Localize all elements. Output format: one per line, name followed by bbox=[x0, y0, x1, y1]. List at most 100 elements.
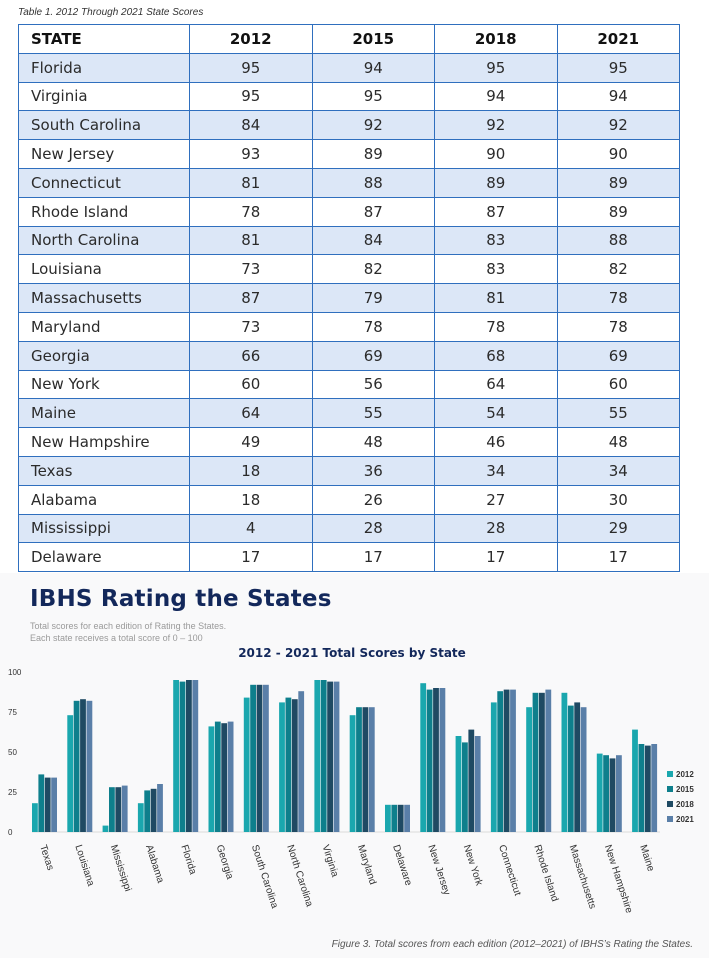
state-name-cell: North Carolina bbox=[18, 225, 190, 256]
score-cell-2018: 87 bbox=[434, 196, 558, 227]
score-cell-2015: 36 bbox=[311, 455, 435, 486]
bar-2015 bbox=[603, 755, 609, 832]
figure-subtitle-line-2: Each state receives a total score of 0 –… bbox=[30, 633, 203, 643]
table-row: Louisiana 73 82 83 82 bbox=[18, 254, 680, 285]
bar-2018 bbox=[468, 729, 475, 832]
table-caption: Table 1. 2012 Through 2021 State Scores bbox=[18, 7, 204, 18]
score-cell-2012: 87 bbox=[189, 283, 313, 313]
bar-2015 bbox=[462, 742, 468, 832]
bar-2021 bbox=[51, 777, 57, 832]
y-tick-label: 75 bbox=[8, 708, 17, 717]
bar-2012 bbox=[632, 729, 638, 832]
table-row: Maryland 73 78 78 78 bbox=[18, 311, 680, 342]
bar-2021 bbox=[439, 688, 446, 832]
bar-2015 bbox=[250, 684, 256, 832]
legend-label-2012: 2012 bbox=[676, 770, 694, 779]
bar-2021 bbox=[510, 689, 516, 832]
table-body: Florida 95 94 95 95 Virginia 95 95 94 94 South Car… bbox=[18, 52, 680, 573]
score-cell-2018: 83 bbox=[434, 254, 558, 285]
score-cell-2012: 73 bbox=[189, 311, 313, 342]
bar-2015 bbox=[320, 680, 327, 832]
bar-2018 bbox=[433, 688, 439, 832]
bar-2012 bbox=[208, 726, 215, 832]
score-cell-2012: 78 bbox=[189, 196, 313, 227]
y-tick-label: 100 bbox=[8, 668, 22, 677]
state-name-cell: South Carolina bbox=[18, 110, 190, 141]
score-cell-2015: 92 bbox=[311, 110, 435, 141]
score-cell-2018: 95 bbox=[434, 52, 558, 83]
score-cell-2015: 88 bbox=[311, 167, 435, 198]
bar-2021 bbox=[192, 680, 199, 832]
score-cell-2012: 81 bbox=[189, 167, 313, 198]
score-cell-2021: 89 bbox=[556, 167, 680, 198]
chart-title: 2012 - 2021 Total Scores by State bbox=[238, 646, 466, 660]
score-cell-2018: 90 bbox=[434, 139, 558, 169]
score-cell-2015: 87 bbox=[311, 196, 435, 227]
bar-2015 bbox=[426, 689, 433, 832]
bar-2012 bbox=[349, 715, 356, 832]
header-state: STATE bbox=[18, 24, 190, 54]
score-cell-2021: 94 bbox=[556, 81, 680, 112]
score-cell-2015: 17 bbox=[311, 542, 435, 573]
x-tick-label: Maryland bbox=[355, 844, 378, 887]
state-name-cell: Texas bbox=[18, 455, 190, 486]
score-cell-2012: 17 bbox=[189, 542, 313, 573]
bar-2015 bbox=[497, 691, 504, 832]
state-name-cell: Florida bbox=[18, 52, 190, 83]
bar-2015 bbox=[144, 790, 151, 832]
x-tick-label: Maine bbox=[637, 844, 656, 874]
score-cell-2015: 94 bbox=[311, 52, 435, 83]
bar-2018 bbox=[150, 788, 157, 832]
table-row: Connecticut 81 88 89 89 bbox=[18, 167, 680, 198]
score-cell-2012: 95 bbox=[189, 52, 313, 83]
bar-2012 bbox=[314, 680, 321, 832]
score-cell-2018: 92 bbox=[434, 110, 558, 141]
score-cell-2015: 48 bbox=[311, 427, 435, 457]
state-name-cell: Rhode Island bbox=[18, 196, 190, 227]
score-cell-2012: 49 bbox=[189, 427, 313, 457]
score-cell-2021: 34 bbox=[556, 455, 680, 486]
bar-2015 bbox=[179, 681, 186, 832]
figure-subtitle-line-1: Total scores for each edition of Rating … bbox=[30, 621, 227, 631]
bar-2018 bbox=[256, 684, 263, 832]
score-cell-2021: 29 bbox=[556, 513, 680, 544]
legend-label-2018: 2018 bbox=[676, 800, 694, 809]
bar-2012 bbox=[385, 804, 391, 832]
table-row: Alabama 18 26 27 30 bbox=[18, 484, 680, 515]
bar-2015 bbox=[285, 697, 292, 832]
bar-2015 bbox=[356, 707, 362, 832]
score-cell-2021: 89 bbox=[556, 196, 680, 227]
score-cell-2018: 81 bbox=[434, 283, 558, 313]
score-cell-2015: 84 bbox=[311, 225, 435, 256]
bar-2021 bbox=[580, 707, 587, 832]
score-cell-2015: 26 bbox=[311, 484, 435, 515]
x-tick-label: New Jersey bbox=[425, 844, 452, 897]
bar-2012 bbox=[243, 697, 250, 832]
score-cell-2012: 18 bbox=[189, 484, 313, 515]
legend-swatch-2021 bbox=[667, 816, 673, 822]
score-cell-2021: 30 bbox=[556, 484, 680, 515]
bar-2015 bbox=[214, 721, 221, 832]
x-tick-label: North Carolina bbox=[284, 844, 315, 909]
x-tick-label: Georgia bbox=[214, 844, 236, 882]
score-cell-2021: 69 bbox=[556, 340, 680, 371]
bar-2021 bbox=[474, 736, 481, 832]
score-cell-2018: 17 bbox=[434, 542, 558, 573]
x-tick-label: Delaware bbox=[390, 844, 414, 888]
bar-2021 bbox=[298, 691, 305, 832]
header-2021: 2021 bbox=[556, 24, 680, 54]
x-tick-label: New York bbox=[461, 844, 485, 889]
score-cell-2021: 82 bbox=[556, 254, 680, 285]
score-cell-2021: 48 bbox=[556, 427, 680, 457]
x-tick-label: Alabama bbox=[143, 844, 166, 885]
state-name-cell: New Jersey bbox=[18, 139, 190, 169]
x-tick-label: New Hampshire bbox=[602, 844, 635, 915]
state-scores-table: STATE 2012 2015 2018 2021 Florida 95 94 95 9… bbox=[18, 24, 680, 573]
bar-2018 bbox=[609, 758, 616, 832]
bar-2012 bbox=[596, 753, 603, 832]
bar-2012 bbox=[420, 683, 427, 832]
score-cell-2012: 93 bbox=[189, 139, 313, 169]
x-tick-label: Rhode Island bbox=[531, 844, 560, 903]
score-cell-2021: 55 bbox=[556, 398, 680, 429]
x-tick-label: Massachusetts bbox=[567, 844, 598, 911]
